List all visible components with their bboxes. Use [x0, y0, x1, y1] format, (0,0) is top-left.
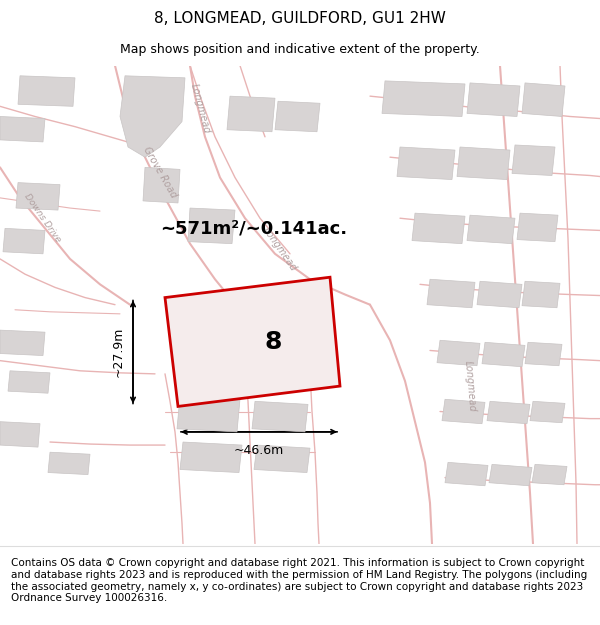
Polygon shape — [0, 116, 45, 142]
Polygon shape — [0, 330, 45, 356]
Polygon shape — [477, 281, 522, 308]
Polygon shape — [442, 399, 485, 424]
Polygon shape — [445, 462, 488, 486]
Text: Longmead: Longmead — [463, 360, 477, 412]
Polygon shape — [487, 401, 530, 424]
Polygon shape — [467, 215, 515, 244]
Polygon shape — [227, 96, 275, 132]
Polygon shape — [48, 452, 90, 474]
Polygon shape — [532, 464, 567, 485]
Text: ~27.9m: ~27.9m — [112, 327, 125, 377]
Polygon shape — [525, 342, 562, 366]
Polygon shape — [177, 396, 240, 432]
Text: ~571m²/~0.141ac.: ~571m²/~0.141ac. — [160, 219, 347, 238]
Polygon shape — [457, 147, 510, 179]
Polygon shape — [397, 147, 455, 179]
Polygon shape — [180, 442, 242, 472]
Polygon shape — [382, 81, 465, 116]
Polygon shape — [412, 213, 465, 244]
Text: 8: 8 — [265, 330, 282, 354]
Polygon shape — [188, 208, 235, 244]
Polygon shape — [522, 281, 560, 308]
Polygon shape — [143, 168, 180, 203]
Text: Longmead: Longmead — [188, 82, 211, 134]
Polygon shape — [517, 213, 558, 242]
Polygon shape — [254, 445, 310, 472]
Polygon shape — [275, 101, 320, 132]
Text: ~46.6m: ~46.6m — [234, 444, 284, 457]
Text: Map shows position and indicative extent of the property.: Map shows position and indicative extent… — [120, 42, 480, 56]
Polygon shape — [522, 83, 565, 116]
Polygon shape — [252, 401, 308, 432]
Text: 8, LONGMEAD, GUILDFORD, GU1 2HW: 8, LONGMEAD, GUILDFORD, GU1 2HW — [154, 11, 446, 26]
Polygon shape — [0, 422, 40, 447]
Polygon shape — [467, 83, 520, 116]
Polygon shape — [437, 340, 480, 366]
Text: Downs Drive: Downs Drive — [22, 192, 62, 244]
Polygon shape — [482, 342, 525, 367]
Polygon shape — [8, 371, 50, 393]
Polygon shape — [120, 76, 185, 157]
Polygon shape — [165, 278, 340, 406]
Polygon shape — [427, 279, 475, 308]
Text: Grove Road: Grove Road — [142, 145, 179, 200]
Polygon shape — [18, 76, 75, 106]
Polygon shape — [530, 401, 565, 422]
Text: Longmead: Longmead — [261, 225, 299, 272]
Polygon shape — [512, 145, 555, 176]
Polygon shape — [489, 464, 532, 486]
Polygon shape — [3, 228, 45, 254]
Polygon shape — [16, 182, 60, 210]
Text: Contains OS data © Crown copyright and database right 2021. This information is : Contains OS data © Crown copyright and d… — [11, 558, 587, 603]
